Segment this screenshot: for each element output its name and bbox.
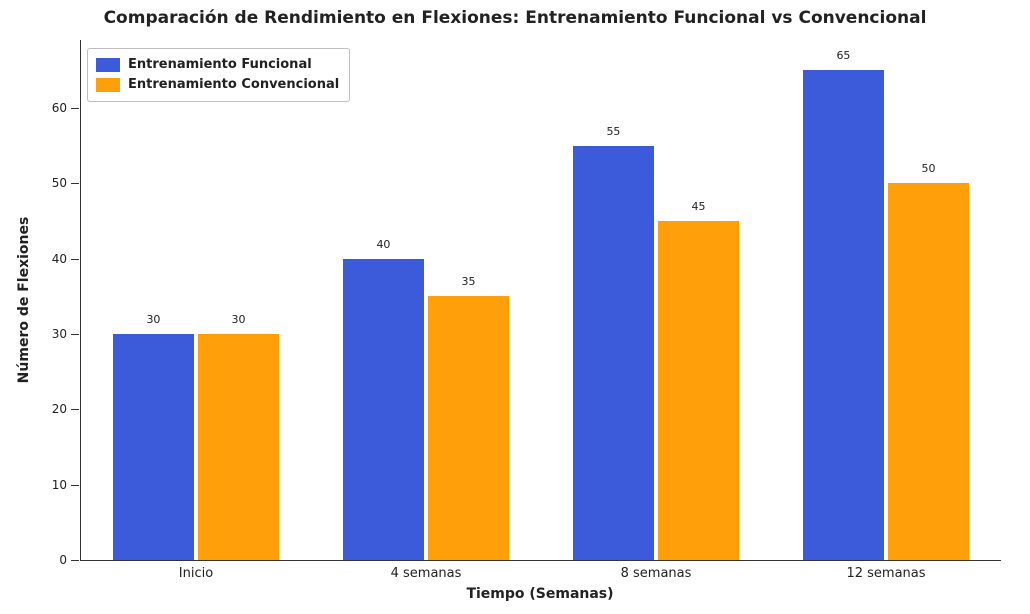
- bar: [803, 70, 884, 560]
- x-tick-label: 4 semanas: [391, 566, 462, 581]
- legend: Entrenamiento FuncionalEntrenamiento Con…: [87, 48, 350, 102]
- legend-swatch: [96, 58, 120, 72]
- y-tick-label: 10: [52, 478, 67, 492]
- bar-value-label: 30: [232, 313, 246, 326]
- chart-title: Comparación de Rendimiento en Flexiones:…: [0, 8, 1030, 28]
- bar-value-label: 40: [376, 238, 390, 251]
- x-tick-label: Inicio: [179, 566, 213, 581]
- y-tick: [71, 259, 79, 260]
- bar: [198, 334, 279, 560]
- y-tick: [71, 560, 79, 561]
- x-tick-label: 12 semanas: [846, 566, 925, 581]
- bar: [888, 183, 969, 560]
- legend-swatch: [96, 78, 120, 92]
- y-tick: [71, 409, 79, 410]
- y-tick: [71, 334, 79, 335]
- plot-area: Entrenamiento FuncionalEntrenamiento Con…: [80, 40, 1001, 561]
- bar: [658, 221, 739, 560]
- bar-value-label: 30: [146, 313, 160, 326]
- legend-label: Entrenamiento Funcional: [128, 55, 312, 75]
- bar-value-label: 55: [606, 125, 620, 138]
- y-axis-label: Número de Flexiones: [16, 217, 32, 384]
- bar-value-label: 50: [922, 162, 936, 175]
- legend-item: Entrenamiento Convencional: [96, 75, 339, 95]
- y-tick-label: 20: [52, 402, 67, 416]
- y-tick: [71, 108, 79, 109]
- x-axis-label: Tiempo (Semanas): [80, 586, 1000, 602]
- bar-value-label: 35: [462, 275, 476, 288]
- y-tick-label: 50: [52, 176, 67, 190]
- y-tick-label: 0: [59, 553, 67, 567]
- x-tick-label: 8 semanas: [621, 566, 692, 581]
- y-tick: [71, 183, 79, 184]
- chart-container: Comparación de Rendimiento en Flexiones:…: [0, 0, 1030, 614]
- legend-label: Entrenamiento Convencional: [128, 75, 339, 95]
- bar-value-label: 45: [692, 200, 706, 213]
- bar: [428, 296, 509, 560]
- bar: [113, 334, 194, 560]
- y-tick-label: 30: [52, 327, 67, 341]
- legend-item: Entrenamiento Funcional: [96, 55, 339, 75]
- bar: [343, 259, 424, 560]
- y-tick-label: 60: [52, 101, 67, 115]
- y-tick: [71, 485, 79, 486]
- bar: [573, 146, 654, 560]
- y-tick-label: 40: [52, 252, 67, 266]
- bar-value-label: 65: [836, 49, 850, 62]
